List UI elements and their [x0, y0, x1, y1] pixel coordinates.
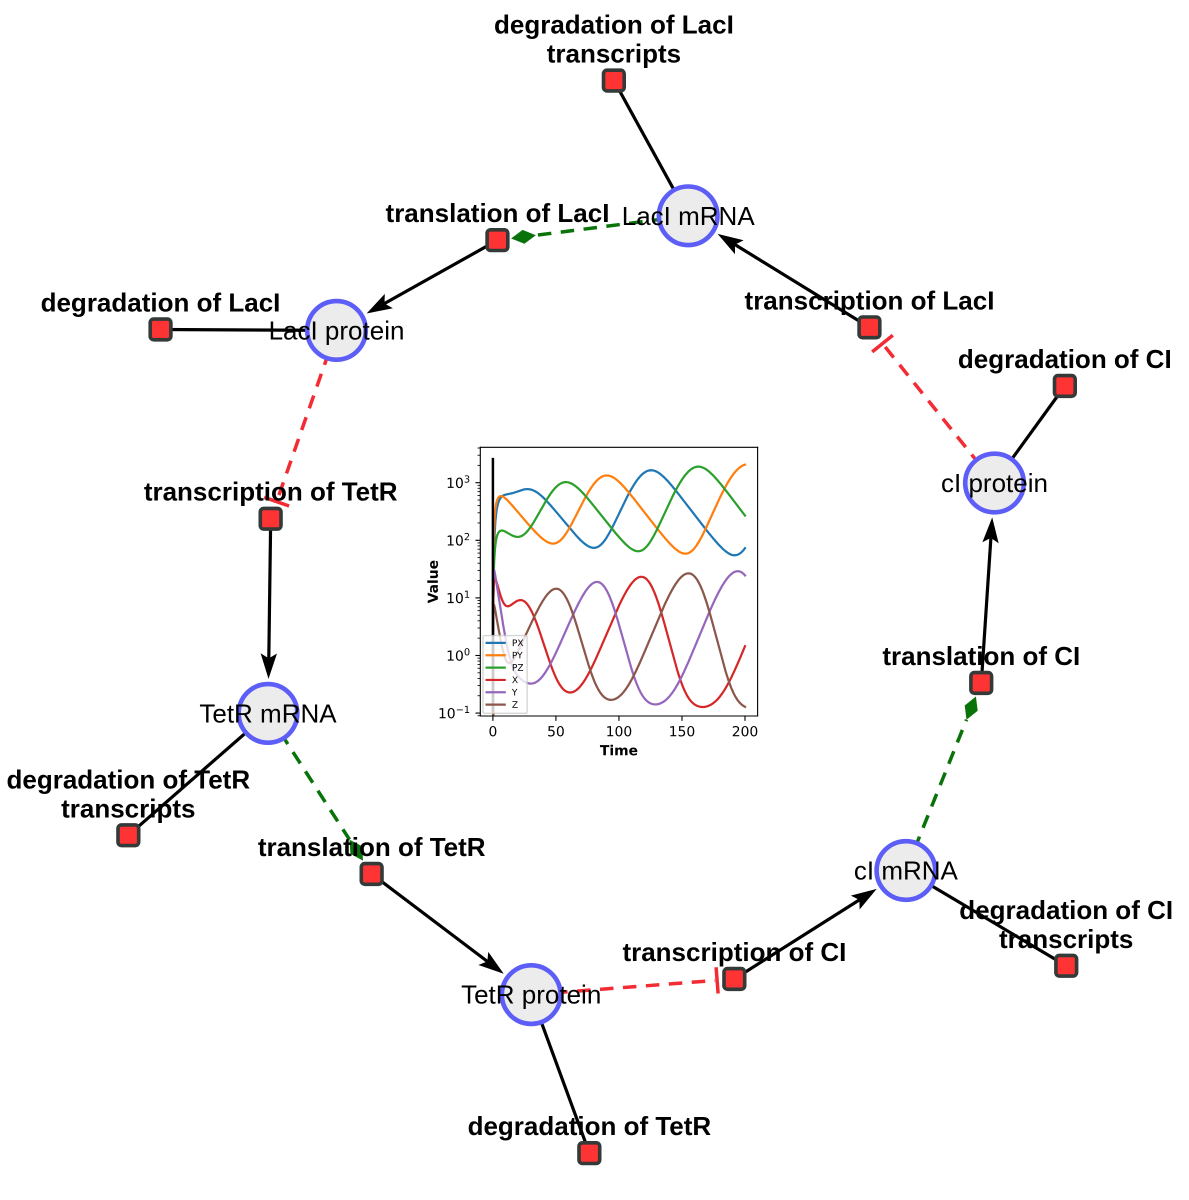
svg-text:degradation of LacI: degradation of LacI — [41, 288, 281, 318]
svg-text:TetR mRNA: TetR mRNA — [199, 698, 337, 728]
svg-text:translation of CI: translation of CI — [882, 641, 1080, 671]
svg-text:transcription of TetR: transcription of TetR — [144, 477, 398, 507]
svg-text:transcripts: transcripts — [999, 924, 1133, 954]
svg-text:transcripts: transcripts — [61, 793, 195, 823]
svg-text:transcription of LacI: transcription of LacI — [745, 285, 995, 315]
svg-text:transcription of CI: transcription of CI — [622, 937, 846, 967]
svg-text:degradation of CI: degradation of CI — [959, 895, 1173, 925]
svg-text:translation of LacI: translation of LacI — [386, 198, 610, 228]
svg-text:degradation of LacI: degradation of LacI — [494, 10, 734, 40]
svg-text:degradation of TetR: degradation of TetR — [468, 1111, 712, 1141]
svg-text:translation of TetR: translation of TetR — [258, 832, 486, 862]
svg-text:transcripts: transcripts — [547, 39, 681, 69]
svg-text:LacI protein: LacI protein — [269, 315, 405, 345]
svg-text:degradation of CI: degradation of CI — [958, 344, 1172, 374]
svg-text:degradation of TetR: degradation of TetR — [6, 764, 250, 794]
svg-text:cI mRNA: cI mRNA — [854, 856, 959, 886]
svg-text:LacI mRNA: LacI mRNA — [622, 201, 756, 231]
svg-text:cI protein: cI protein — [941, 468, 1048, 498]
svg-text:TetR protein: TetR protein — [461, 980, 601, 1010]
